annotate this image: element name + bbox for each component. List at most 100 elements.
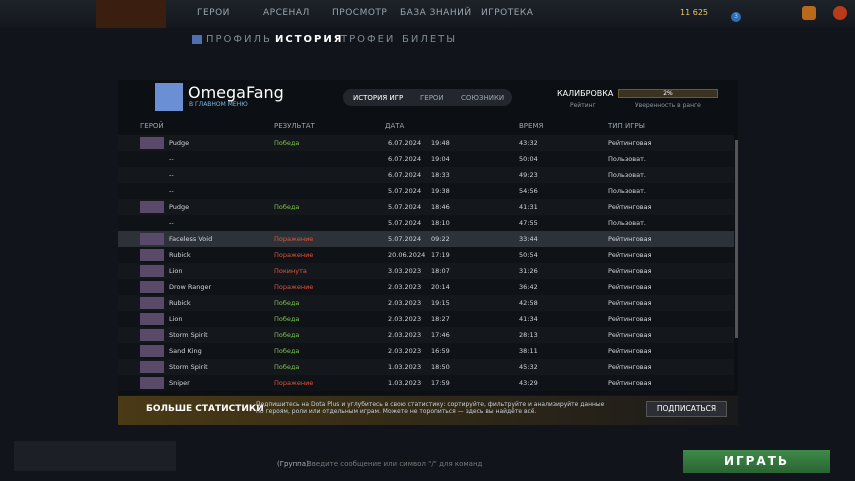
nav-item[interactable]: ГЕРОИ bbox=[197, 8, 230, 18]
time: 19:38 bbox=[431, 187, 450, 195]
duration: 50:54 bbox=[519, 251, 538, 259]
chat-channel: (Группа): bbox=[277, 460, 312, 468]
date: 2.03.2023 bbox=[388, 283, 422, 291]
confidence-label: Уверенность в ранге bbox=[635, 102, 701, 109]
time: 18:27 bbox=[431, 315, 450, 323]
game-type: Пользоват. bbox=[608, 187, 646, 195]
duration: 41:34 bbox=[519, 315, 538, 323]
row[interactable] bbox=[118, 375, 734, 391]
dota-logo[interactable] bbox=[96, 0, 166, 28]
game-type: Рейтинговая bbox=[608, 315, 652, 323]
row[interactable] bbox=[118, 215, 734, 231]
hero-name: Rubick bbox=[169, 299, 191, 307]
hero-icon bbox=[140, 249, 164, 261]
result: Поражение bbox=[274, 283, 314, 291]
duration: 38:11 bbox=[519, 347, 538, 355]
row[interactable] bbox=[118, 135, 734, 151]
column-header[interactable]: ГЕРОЙ bbox=[140, 122, 164, 130]
hero-icon bbox=[140, 201, 164, 213]
time: 19:15 bbox=[431, 299, 450, 307]
date: 2.03.2023 bbox=[388, 299, 422, 307]
time: 18:07 bbox=[431, 267, 450, 275]
row[interactable] bbox=[118, 199, 734, 215]
hero-name: Rubick bbox=[169, 251, 191, 259]
duration: 45:32 bbox=[519, 363, 538, 371]
hero-icon bbox=[140, 361, 164, 373]
subnav-item[interactable]: ИСТОРИЯ bbox=[275, 34, 344, 45]
avatar bbox=[155, 83, 183, 111]
column-header[interactable]: ВРЕМЯ bbox=[519, 122, 544, 130]
tab[interactable]: ИСТОРИЯ ИГР bbox=[353, 94, 404, 102]
hero-name: Pudge bbox=[169, 203, 190, 211]
time: 18:50 bbox=[431, 363, 450, 371]
hero-icon bbox=[140, 265, 164, 277]
chat-input[interactable]: Введите сообщение или символ "/" для ком… bbox=[307, 460, 483, 468]
power-button[interactable] bbox=[833, 6, 847, 20]
nav-item[interactable]: ПРОСМОТР bbox=[332, 8, 388, 18]
hero-name: Faceless Void bbox=[169, 235, 213, 243]
duration: 43:32 bbox=[519, 139, 538, 147]
column-header[interactable]: ДАТА bbox=[385, 122, 405, 130]
row[interactable] bbox=[118, 343, 734, 359]
duration: 31:26 bbox=[519, 267, 538, 275]
column-header[interactable]: РЕЗУЛЬТАТ bbox=[274, 122, 315, 130]
player-name: OmegaFang bbox=[188, 83, 284, 102]
time: 09:22 bbox=[431, 235, 450, 243]
time: 17:19 bbox=[431, 251, 450, 259]
play-button[interactable]: ИГРАТЬ bbox=[683, 450, 830, 473]
row[interactable] bbox=[118, 295, 734, 311]
date: 2.03.2023 bbox=[388, 331, 422, 339]
hero-name: Storm Spirit bbox=[169, 331, 208, 339]
date: 1.03.2023 bbox=[388, 363, 422, 371]
badge: 3 bbox=[731, 12, 741, 22]
duration: 54:56 bbox=[519, 187, 538, 195]
tab[interactable]: ГЕРОИ bbox=[420, 94, 444, 102]
banner-title: БОЛЬШЕ СТАТИСТИКИ bbox=[146, 404, 264, 414]
row[interactable] bbox=[118, 231, 734, 247]
date: 2.03.2023 bbox=[388, 315, 422, 323]
tab[interactable]: СОЮЗНИКИ bbox=[461, 94, 505, 102]
hero-name: Sand King bbox=[169, 347, 202, 355]
nav-item[interactable]: БАЗА ЗНАНИЙ bbox=[400, 8, 472, 18]
game-type: Рейтинговая bbox=[608, 283, 652, 291]
date: 2.03.2023 bbox=[388, 347, 422, 355]
subscribe-button[interactable]: ПОДПИСАТЬСЯ bbox=[646, 401, 727, 417]
duration: 47:55 bbox=[519, 219, 538, 227]
nav-item[interactable]: ИГРОТЕКА bbox=[481, 8, 534, 18]
row[interactable] bbox=[118, 263, 734, 279]
time: 16:59 bbox=[431, 347, 450, 355]
result: Победа bbox=[274, 363, 300, 371]
row[interactable] bbox=[118, 167, 734, 183]
subnav-item[interactable]: БИЛЕТЫ bbox=[402, 34, 458, 45]
game-type: Рейтинговая bbox=[608, 331, 652, 339]
plus-button[interactable] bbox=[802, 6, 816, 20]
game-type: Рейтинговая bbox=[608, 299, 652, 307]
hero-name: -- bbox=[169, 187, 174, 195]
game-type: Рейтинговая bbox=[608, 363, 652, 371]
time: 20:14 bbox=[431, 283, 450, 291]
row[interactable] bbox=[118, 359, 734, 375]
hero-icon bbox=[140, 297, 164, 309]
hero-name: Lion bbox=[169, 267, 183, 275]
game-type: Рейтинговая bbox=[608, 235, 652, 243]
row[interactable] bbox=[118, 279, 734, 295]
row[interactable] bbox=[118, 327, 734, 343]
date: 5.07.2024 bbox=[388, 219, 422, 227]
scrollbar[interactable] bbox=[735, 140, 738, 338]
row[interactable] bbox=[118, 247, 734, 263]
hero-icon bbox=[140, 313, 164, 325]
row[interactable] bbox=[118, 151, 734, 167]
result: Поражение bbox=[274, 379, 314, 387]
duration: 42:58 bbox=[519, 299, 538, 307]
result: Поражение bbox=[274, 235, 314, 243]
subnav-item[interactable]: ПРОФИЛЬ bbox=[206, 34, 272, 45]
column-header[interactable]: ТИП ИГРЫ bbox=[608, 122, 645, 130]
subnav-item[interactable]: ТРОФЕИ bbox=[341, 34, 396, 45]
time: 18:33 bbox=[431, 171, 450, 179]
hero-name: -- bbox=[169, 219, 174, 227]
date: 5.07.2024 bbox=[388, 235, 422, 243]
nav-item[interactable]: АРСЕНАЛ bbox=[263, 8, 310, 18]
row[interactable] bbox=[118, 183, 734, 199]
row[interactable] bbox=[118, 311, 734, 327]
